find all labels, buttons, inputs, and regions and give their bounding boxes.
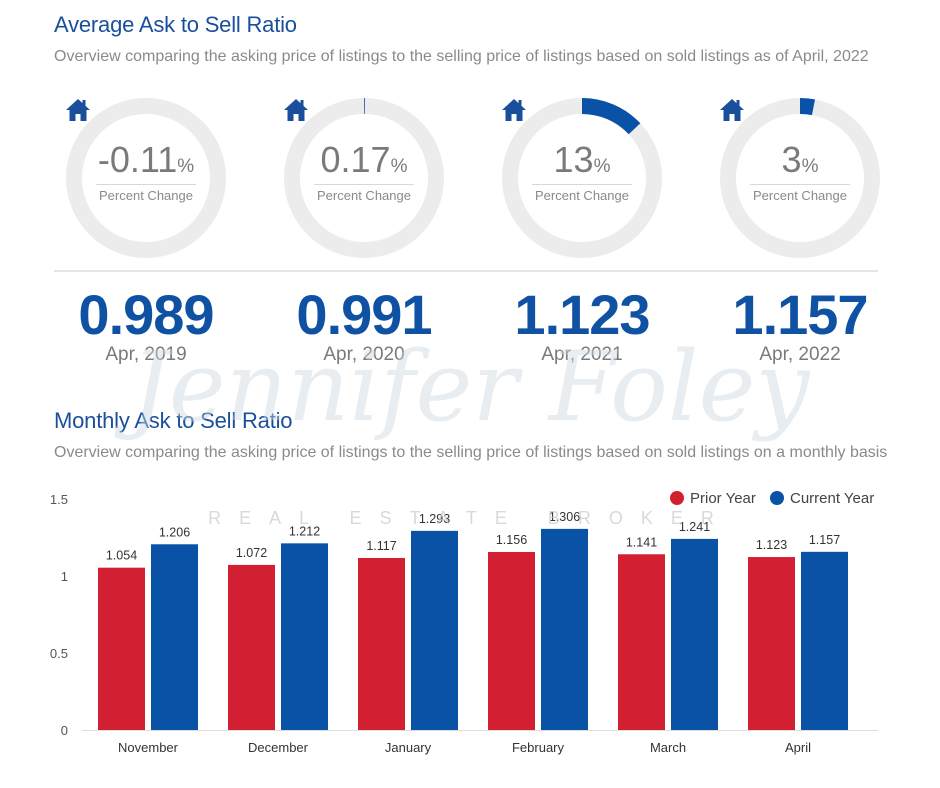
yearly-ratio-label: Apr, 2021 [541,344,623,365]
current-year-bar [541,528,588,730]
x-category-label: November [118,740,179,755]
house-icon [719,98,745,122]
prior-year-bar [488,551,535,730]
prior-year-bar [358,557,405,730]
donut-rule [96,184,196,185]
percent-value: -0.11 [97,139,178,180]
legend-swatch [770,491,784,505]
percent-change-value: 13% [500,140,664,187]
x-category-label: February [512,740,565,755]
prior-year-bar [618,554,665,730]
x-category-label: April [785,740,811,755]
y-tick-label: 0 [61,723,68,738]
legend-label: Prior Year [690,490,756,507]
bar-value-label: 1.206 [159,525,190,539]
page-subtitle: Overview comparing the asking price of l… [54,48,869,65]
percent-change-donut: 3% Percent Change [718,96,882,260]
y-tick-label: 0.5 [50,646,68,661]
percent-change-donut: 0.17% Percent Change [282,96,446,260]
donut-rule [532,184,632,185]
bar-value-label: 1.293 [419,512,450,526]
prior-year-bar [748,557,795,730]
percent-unit: % [593,156,611,177]
percent-change-value: 0.17% [282,140,446,187]
bar-value-label: 1.306 [549,510,580,524]
y-tick-label: 1.5 [50,492,68,507]
yearly-ratio: 1.157 Apr, 2022 [700,280,900,366]
current-year-bar [411,530,458,730]
percent-unit: % [801,156,819,177]
x-category-label: December [248,740,309,755]
house-icon [65,98,91,122]
x-category-label: March [650,740,686,755]
bar-value-label: 1.054 [106,549,137,563]
legend-swatch [670,491,684,505]
house-icon [283,98,309,122]
prior-year-bar [228,564,275,730]
percent-change-label: Percent Change [99,188,193,203]
donut-fill [502,98,662,258]
yearly-ratio-label: Apr, 2019 [105,344,187,365]
yearly-ratio-label: Apr, 2020 [323,344,405,365]
donut-fill [284,98,444,258]
legend-label: Current Year [790,490,874,507]
bar-value-label: 1.157 [809,533,840,547]
page-title: Average Ask to Sell Ratio [54,12,297,37]
percent-change-donut: 13% Percent Change [500,96,664,260]
bar-value-label: 1.241 [679,520,710,534]
bar-value-label: 1.072 [236,546,267,560]
bar-value-label: 1.212 [289,524,320,538]
yearly-ratio-value: 1.123 [514,283,650,346]
section-subtitle: Overview comparing the asking price of l… [54,444,888,461]
donut-fill [720,98,880,258]
percent-change-donut: -0.11% Percent Change [64,96,228,260]
percent-change-value: 3% [718,140,882,187]
y-tick-label: 1 [61,569,68,584]
percent-value: 13 [553,139,594,180]
percent-change-value: -0.11% [64,140,228,187]
current-year-bar [801,551,848,730]
percent-value: 3 [781,139,802,180]
donut-track [66,98,226,258]
bar-value-label: 1.123 [756,538,787,552]
yearly-ratio-value: 0.991 [296,283,432,346]
bar-value-label: 1.141 [626,535,657,549]
current-year-bar [671,538,718,730]
x-category-label: January [385,740,432,755]
current-year-bar [281,543,328,730]
donut-rule [750,184,850,185]
yearly-ratio: 0.991 Apr, 2020 [264,280,464,366]
current-year-bar [151,544,198,730]
bar-value-label: 1.156 [496,533,527,547]
yearly-ratio: 0.989 Apr, 2019 [46,280,246,366]
prior-year-bar [98,567,145,730]
yearly-ratio-value: 0.989 [78,283,214,346]
percent-change-label: Percent Change [535,188,629,203]
yearly-ratio-label: Apr, 2022 [759,344,841,365]
percent-value: 0.17 [320,139,391,180]
donut-rule [314,184,414,185]
yearly-ratio: 1.123 Apr, 2021 [482,280,682,366]
percent-unit: % [390,156,408,177]
percent-unit: % [177,156,195,177]
bar-value-label: 1.117 [366,539,396,553]
house-icon [501,98,527,122]
section-title: Monthly Ask to Sell Ratio [54,408,293,433]
percent-change-label: Percent Change [317,188,411,203]
yearly-ratio-value: 1.157 [732,283,868,346]
bar-chart: 0 0.5 1 1.5 1.054 1.206 November 1.072 1.212 Dece… [50,490,878,755]
percent-change-label: Percent Change [753,188,847,203]
divider [54,270,878,272]
